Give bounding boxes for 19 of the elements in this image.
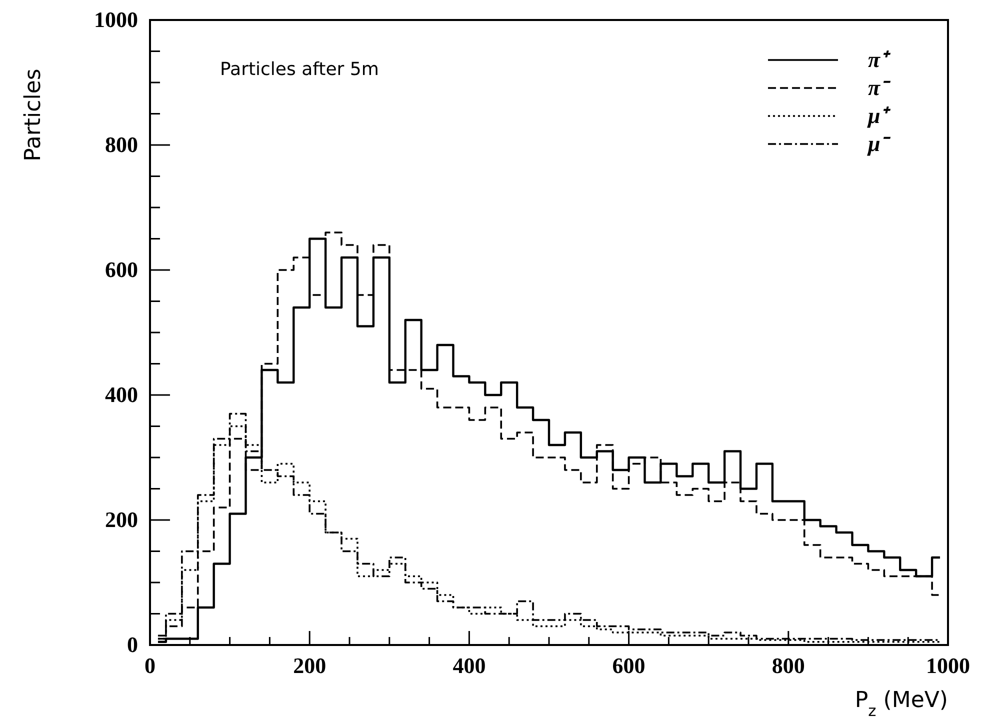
x-tick-label: 600 [612,653,646,678]
y-tick-label: 1000 [94,7,138,32]
y-axis-title: Particles [21,68,46,162]
y-tick-label: 600 [105,257,138,282]
x-axis-title: P$_{z}$ (MeV) [854,688,948,720]
x-tick-label: 0 [144,653,156,678]
x-tick-label: 400 [452,653,486,678]
y-tick-label: 400 [105,382,138,407]
legend-label: π⁺ [868,47,892,72]
legend-label: μ⁻ [867,131,892,156]
y-tick-label: 800 [105,132,138,157]
legend-label: π⁻ [868,75,892,100]
y-tick-label: 0 [127,632,138,657]
legend-label: μ⁺ [867,103,892,128]
x-tick-label: 1000 [926,653,970,678]
x-tick-label: 800 [772,653,805,678]
annotation: Particles after 5m [220,59,379,80]
x-tick-label: 200 [293,653,326,678]
y-tick-label: 200 [105,507,138,532]
